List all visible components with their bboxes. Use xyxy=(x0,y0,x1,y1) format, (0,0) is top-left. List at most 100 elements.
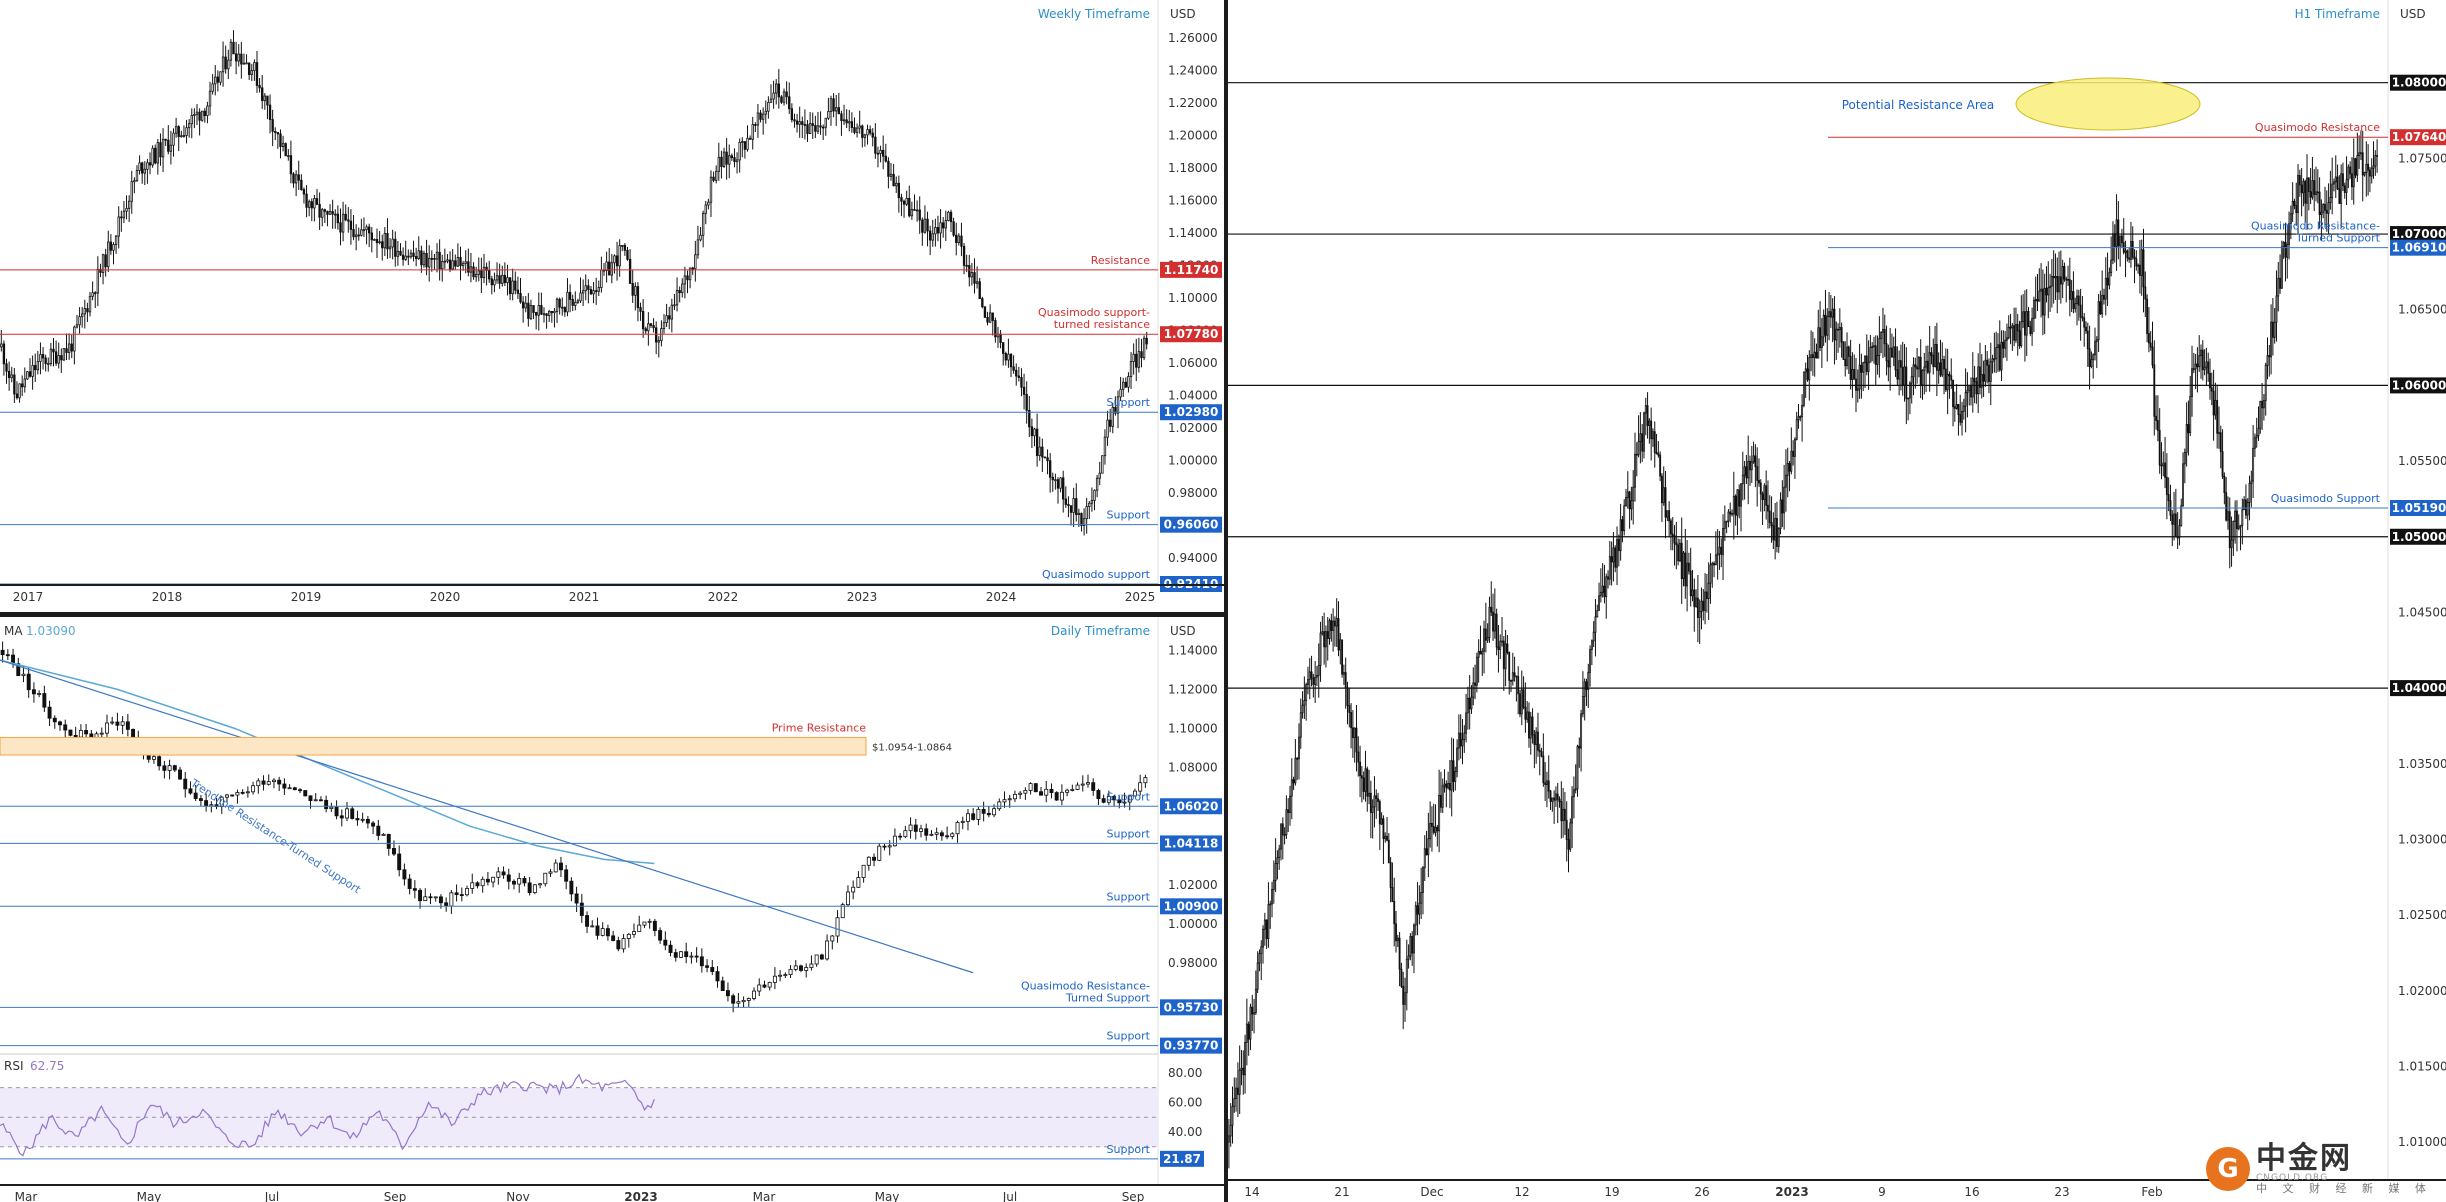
daily-candle-body xyxy=(904,831,907,837)
h1-candle-body xyxy=(1498,647,1499,650)
daily-candle-body xyxy=(1144,778,1147,783)
h1-candle-body xyxy=(2362,153,2363,175)
daily-candle-body xyxy=(705,966,708,968)
weekly-candle-body xyxy=(749,138,751,139)
h1-candle-body xyxy=(1466,713,1467,733)
daily-candle-body xyxy=(643,922,646,925)
h1-x-tick-label: Feb xyxy=(2141,1185,2162,1199)
daily-candle-body xyxy=(570,881,573,894)
weekly-candle-body xyxy=(423,253,425,264)
daily-candle-body xyxy=(345,809,348,818)
weekly-candle-body xyxy=(504,275,506,282)
daily-level-label: Turned Support xyxy=(1065,991,1151,1004)
h1-candle-body xyxy=(1915,365,1916,367)
daily-chart[interactable]: Daily Timeframe USD 0.98000 1.00000 1.02000 1… xyxy=(0,617,1224,1202)
weekly-chart[interactable]: Weekly TimeframeUSD0.940000.960000.98000… xyxy=(0,0,1224,612)
h1-candle-body xyxy=(1866,356,1867,372)
h1-candle-body xyxy=(2315,192,2316,195)
h1-candle-body xyxy=(1920,357,1921,384)
h1-candle-body xyxy=(2102,295,2103,313)
weekly-candle-body xyxy=(799,122,801,125)
weekly-candle-body xyxy=(1008,354,1010,360)
h1-candle-body xyxy=(1489,607,1490,637)
daily-candle-body xyxy=(627,934,630,938)
h1-candle-body xyxy=(1629,492,1630,509)
h1-chart[interactable]: H1 Timeframe USD 1.01000 1.01500 1.02000 1.02… xyxy=(1228,0,2446,1202)
daily-candle-body xyxy=(231,795,234,796)
daily-candle-body xyxy=(737,1002,740,1004)
weekly-candle-body xyxy=(499,276,501,284)
weekly-candle-body xyxy=(55,352,57,363)
h1-x-tick-label: 23 xyxy=(2054,1185,2069,1199)
h1-candle-body xyxy=(2328,203,2329,214)
h1-candle-body xyxy=(1906,367,1907,399)
panel-divider-horizontal[interactable] xyxy=(0,612,1224,617)
weekly-candle-body xyxy=(241,54,243,64)
daily-candle-body xyxy=(1097,790,1100,798)
weekly-candle-body xyxy=(1135,354,1137,367)
panel-divider-vertical[interactable] xyxy=(1224,0,1228,1202)
h1-candle-body xyxy=(1448,783,1449,787)
weekly-candle-body xyxy=(666,316,668,323)
rsi-support-label: Support xyxy=(1107,1143,1151,1156)
h1-candle-body xyxy=(2091,360,2092,367)
h1-candle-body xyxy=(1807,369,1808,380)
weekly-candle-body xyxy=(606,262,608,271)
daily-candle-body xyxy=(919,829,922,832)
h1-candle-body xyxy=(1279,849,1280,858)
daily-candle-body xyxy=(43,693,46,707)
weekly-candle-body xyxy=(293,174,295,183)
h1-candle-body xyxy=(2163,463,2164,465)
h1-candle-body xyxy=(1370,793,1371,812)
h1-candle-body xyxy=(1811,355,1812,358)
h1-candle-body xyxy=(2226,493,2227,521)
h1-candle-body xyxy=(2132,241,2133,257)
weekly-candle-body xyxy=(601,270,603,288)
h1-candle-body xyxy=(2161,465,2162,466)
h1-candle-body xyxy=(1306,685,1307,701)
weekly-candle-body xyxy=(554,311,556,312)
h1-candle-body xyxy=(1891,348,1892,357)
h1-y-tick-label: 1.02000 xyxy=(2398,984,2446,998)
daily-candle-body xyxy=(48,707,51,718)
daily-y-tick-label: 0.98000 xyxy=(1168,956,1218,970)
h1-y-tick-label: 1.02500 xyxy=(2398,908,2446,922)
h1-candle-body xyxy=(1683,553,1684,579)
weekly-candle-body xyxy=(658,341,660,342)
weekly-y-tick-label: 0.98000 xyxy=(1168,486,1218,500)
h1-candle-body xyxy=(2103,295,2104,299)
h1-candle-body xyxy=(1311,672,1312,678)
weekly-candle-body xyxy=(426,253,428,267)
h1-candle-body xyxy=(1516,676,1517,677)
h1-candle-body xyxy=(1437,827,1438,830)
h1-candle-body xyxy=(1942,360,1943,376)
weekly-candle-body xyxy=(950,212,952,221)
weekly-candle-body xyxy=(269,105,271,119)
weekly-candle-body xyxy=(507,278,509,283)
h1-candle-body xyxy=(1814,352,1815,357)
h1-candle-body xyxy=(1656,452,1657,453)
h1-candle-body xyxy=(1746,467,1747,478)
h1-candle-body xyxy=(1809,358,1810,380)
h1-candle-body xyxy=(2281,247,2282,288)
h1-candle-body xyxy=(2071,291,2072,299)
h1-candle-body xyxy=(2308,178,2309,192)
h1-candle-body xyxy=(1503,641,1504,669)
h1-candle-body xyxy=(1712,563,1713,564)
weekly-candle-body xyxy=(608,262,610,275)
h1-candle-body xyxy=(2168,494,2169,500)
daily-candle-body xyxy=(852,887,855,892)
h1-candle-body xyxy=(2357,156,2358,176)
h1-candle-body xyxy=(1762,494,1763,500)
daily-level-label: Support xyxy=(1107,790,1151,803)
h1-candle-body xyxy=(1890,348,1891,367)
h1-candle-body xyxy=(2082,317,2083,318)
weekly-candle-body xyxy=(345,214,347,220)
weekly-candle-body xyxy=(582,291,584,293)
weekly-candle-body xyxy=(204,111,206,115)
h1-candle-body xyxy=(1289,796,1290,812)
daily-candle-body xyxy=(909,825,912,831)
weekly-candle-body xyxy=(815,125,817,131)
weekly-currency-label: USD xyxy=(1170,7,1196,21)
h1-candle-body xyxy=(1360,762,1361,776)
